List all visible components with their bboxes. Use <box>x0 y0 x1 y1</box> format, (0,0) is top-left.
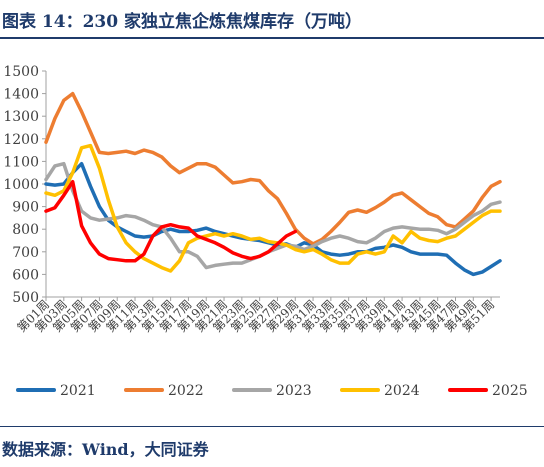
y-tick-label: 1200 <box>3 132 39 148</box>
legend: 2021 2022 2023 2024 2025 <box>16 383 528 399</box>
y-tick-label: 1100 <box>3 154 39 170</box>
legend-label-2024: 2024 <box>384 383 420 399</box>
x-axis-ticks: 第01周第03周第05周第07周第09周第11周第13周第15周第17周第19周… <box>14 297 497 335</box>
chart-axes <box>45 71 500 298</box>
y-tick-label: 1300 <box>3 109 39 125</box>
title-underline <box>0 37 544 39</box>
y-tick-label: 600 <box>12 267 39 283</box>
y-tick-label: 900 <box>12 200 39 216</box>
title-bar: 图表 14：230 家独立焦企炼焦煤库存（万吨） <box>0 0 544 39</box>
y-tick-label: 1500 <box>3 64 39 80</box>
legend-label-2021: 2021 <box>60 383 96 399</box>
source-divider <box>0 426 544 427</box>
line-chart: 500600700800900100011001200130014001500 … <box>3 64 528 399</box>
series-line-2024 <box>44 143 502 273</box>
series-line-2025 <box>44 179 298 263</box>
legend-label-2022: 2022 <box>168 383 204 399</box>
legend-label-2025: 2025 <box>492 383 528 399</box>
y-tick-label: 1400 <box>3 87 39 103</box>
series-line-2022 <box>44 91 502 246</box>
source-note: 数据来源：Wind，大同证券 <box>2 440 209 459</box>
y-axis-ticks: 500 600 700 800 900 1000 1100 1200 1300 1400 1500 <box>3 64 46 306</box>
y-tick-label: 700 <box>12 245 39 261</box>
legend-label-2023: 2023 <box>276 383 312 399</box>
y-tick-label: 500 <box>12 290 39 306</box>
y-tick-label: 1000 <box>3 177 39 193</box>
series-lines <box>44 91 502 277</box>
y-tick-label: 800 <box>12 222 39 238</box>
figure-title: 图表 14：230 家独立焦企炼焦煤库存（万吨） <box>2 12 362 32</box>
